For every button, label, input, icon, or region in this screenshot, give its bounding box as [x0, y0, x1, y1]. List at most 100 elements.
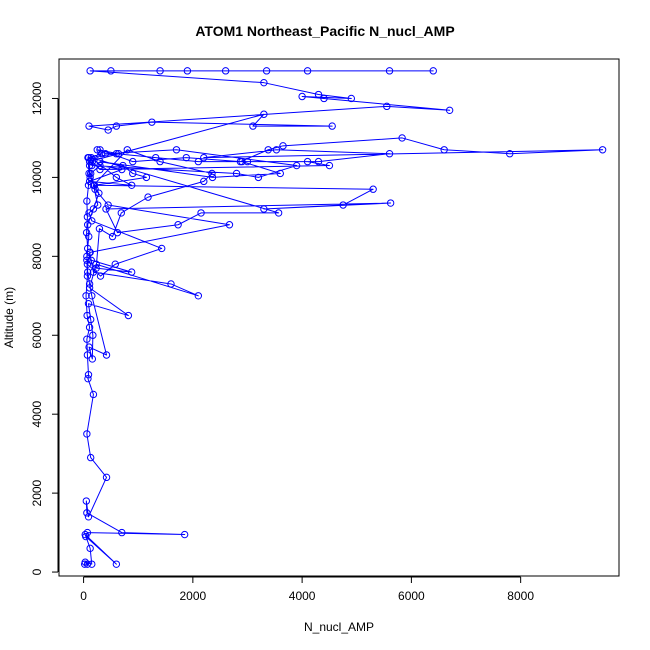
- data-point: [82, 292, 90, 300]
- data-point: [445, 106, 454, 115]
- data-point: [86, 169, 95, 178]
- data-point: [86, 173, 94, 182]
- data-point: [152, 153, 160, 162]
- data-point: [81, 558, 89, 566]
- data-point: [89, 205, 98, 213]
- data-point: [90, 181, 99, 189]
- series-layer: [80, 67, 607, 568]
- data-point: [88, 292, 96, 300]
- data-point: [182, 153, 190, 162]
- data-point: [112, 173, 121, 182]
- y-tick-label: 0: [30, 568, 44, 575]
- data-point: [83, 509, 91, 517]
- data-point: [84, 374, 92, 383]
- data-point: [328, 122, 336, 130]
- data-point: [272, 146, 281, 154]
- data-point: [156, 67, 164, 75]
- data-point: [208, 169, 216, 178]
- x-tick-label: 8000: [507, 589, 534, 603]
- data-point: [88, 217, 96, 225]
- data-point: [104, 126, 112, 134]
- data-point: [84, 513, 93, 521]
- series-line: [84, 70, 604, 565]
- x-axis: 0 2000 4000 6000 8000: [80, 576, 534, 603]
- data-point: [82, 497, 91, 505]
- data-point: [158, 244, 166, 253]
- y-tick-label: 6000: [30, 322, 44, 349]
- data-point: [200, 177, 208, 186]
- data-point: [243, 157, 252, 166]
- data-point: [114, 150, 123, 158]
- data-point: [369, 185, 377, 193]
- data-point: [194, 157, 203, 166]
- data-point: [598, 146, 607, 154]
- data-point: [127, 268, 136, 276]
- data-point: [383, 102, 391, 111]
- y-tick-label: 8000: [30, 243, 44, 270]
- data-point: [102, 351, 111, 359]
- data-point: [262, 67, 271, 75]
- data-point: [97, 150, 106, 158]
- data-point: [113, 228, 122, 237]
- data-point: [117, 209, 125, 217]
- data-point: [129, 157, 137, 166]
- data-point: [129, 169, 137, 178]
- data-point: [83, 268, 92, 276]
- data-point: [260, 78, 268, 87]
- data-point: [325, 161, 334, 170]
- data-point: [96, 272, 105, 280]
- data-point: [83, 197, 91, 205]
- data-point: [172, 146, 181, 154]
- data-point: [320, 94, 328, 103]
- x-axis-label: N_nucl_AMP: [304, 620, 374, 634]
- data-point: [88, 355, 97, 363]
- data-point: [279, 142, 287, 150]
- data-point: [156, 157, 164, 166]
- data-point: [85, 177, 94, 186]
- data-point: [232, 169, 241, 178]
- data-point: [86, 453, 95, 462]
- data-point: [398, 134, 406, 142]
- data-point: [83, 528, 92, 537]
- data-point: [88, 560, 96, 568]
- data-point: [82, 532, 90, 541]
- data-point: [85, 157, 94, 166]
- data-point: [85, 153, 93, 162]
- data-point: [142, 173, 151, 182]
- data-point: [101, 150, 110, 158]
- data-point: [83, 213, 92, 221]
- y-tick-label: 4000: [30, 401, 44, 428]
- data-point: [102, 205, 110, 213]
- data-point: [111, 260, 119, 268]
- data-point: [83, 260, 92, 268]
- data-point: [274, 209, 283, 217]
- data-point: [119, 161, 127, 170]
- chart-title: ATOM1 Northeast_Pacific N_nucl_AMP: [195, 23, 454, 39]
- data-point: [314, 157, 323, 166]
- data-point: [123, 146, 131, 154]
- data-point: [148, 118, 156, 126]
- data-point: [208, 173, 217, 182]
- data-point: [85, 323, 94, 332]
- data-point: [292, 161, 301, 170]
- y-axis: 0 2000 4000 6000 8000 10000 12000: [30, 81, 59, 575]
- data-point: [112, 560, 121, 568]
- data-point: [303, 157, 312, 166]
- data-point: [385, 150, 394, 158]
- data-point: [303, 67, 312, 75]
- data-point: [83, 272, 92, 280]
- data-point: [440, 146, 448, 154]
- y-tick-label: 10000: [30, 160, 44, 194]
- data-point: [385, 67, 394, 75]
- data-point: [249, 122, 257, 130]
- data-point: [95, 189, 103, 197]
- data-point: [83, 244, 92, 253]
- data-point: [87, 153, 95, 162]
- data-point: [102, 473, 111, 482]
- data-point: [347, 94, 355, 103]
- data-point: [144, 193, 152, 201]
- data-point: [429, 67, 437, 75]
- data-point: [506, 150, 514, 158]
- data-point: [124, 311, 133, 320]
- data-point: [254, 173, 263, 182]
